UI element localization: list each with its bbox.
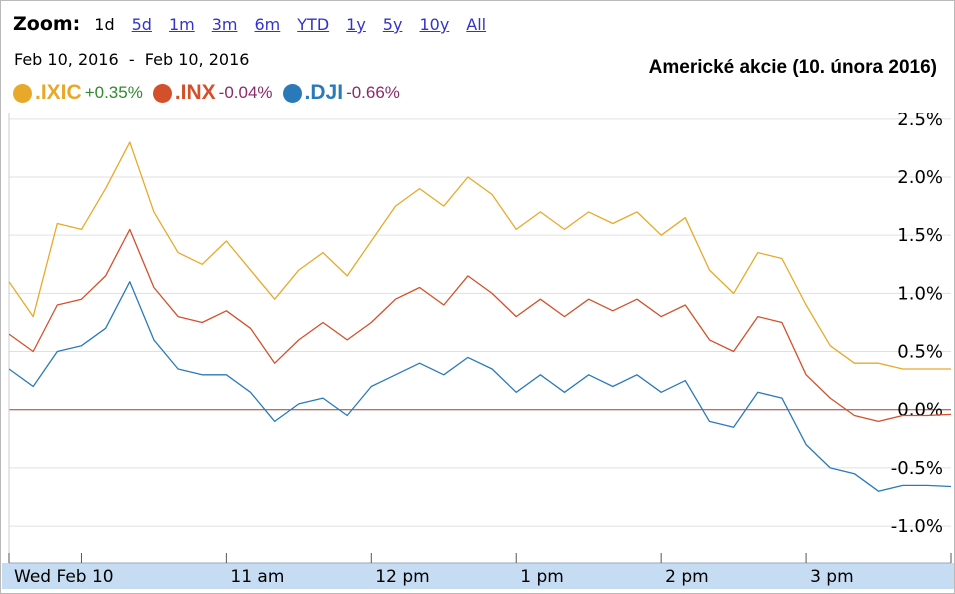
zoom-option-1d[interactable]: 1d [94, 15, 115, 34]
x-tick-label: 2 pm [665, 567, 709, 587]
series-line-inx [9, 228, 951, 423]
y-tick-label: 1.0% [897, 283, 943, 304]
legend-change-inx: -0.04% [218, 83, 273, 102]
chart-title: Americké akcie (10. února 2016) [648, 57, 937, 78]
dji-dot-icon [282, 83, 302, 103]
y-tick-label: -1.0% [891, 516, 943, 537]
inx-dot-icon [152, 83, 172, 103]
y-tick-label: 0.5% [897, 342, 943, 363]
zoom-option-1m[interactable]: 1m [168, 15, 195, 34]
legend-name-dji: .DJI [304, 81, 344, 104]
zoom-option-all[interactable]: All [466, 15, 487, 34]
zoom-option-10y[interactable]: 10y [419, 15, 450, 34]
y-tick-label: 2.0% [897, 167, 943, 188]
x-axis-bar [2, 563, 954, 589]
legend-item-dji[interactable]: .DJI -0.66% [282, 81, 400, 105]
legend-item-inx[interactable]: .INX -0.04% [152, 81, 273, 105]
x-tick-label: 3 pm [810, 567, 854, 587]
zoom-option-6m[interactable]: 6m [254, 15, 281, 34]
x-tick-label: 1 pm [520, 567, 564, 587]
zoom-option-3m[interactable]: 3m [211, 15, 238, 34]
zoom-bar: Zoom: 1d 5d 1m 3m 6m YTD 1y 5y 10y All [13, 13, 503, 37]
zoom-label: Zoom: [13, 13, 81, 35]
x-tick-label: 11 am [230, 567, 284, 587]
y-tick-label: 2.5% [897, 109, 943, 130]
ixic-dot-icon [13, 83, 32, 103]
zoom-option-5y[interactable]: 5y [382, 15, 403, 34]
y-tick-label: 0.0% [897, 400, 943, 421]
legend-change-dji: -0.66% [346, 83, 400, 102]
legend: .IXIC +0.35% .INX -0.04% .DJI -0.66% [13, 81, 410, 105]
x-tick-label: 12 pm [375, 567, 429, 587]
x-tick-label: Wed Feb 10 [14, 567, 114, 587]
series-line-dji [9, 281, 951, 492]
series-line-ixic [9, 141, 951, 370]
zoom-option-5d[interactable]: 5d [131, 15, 152, 34]
y-tick-label: -0.5% [891, 458, 943, 479]
zoom-option-ytd[interactable]: YTD [297, 15, 330, 34]
legend-item-ixic[interactable]: .IXIC +0.35% [13, 81, 143, 105]
zoom-option-1y[interactable]: 1y [346, 15, 366, 34]
legend-name-inx: .INX [174, 81, 216, 104]
legend-change-ixic: +0.35% [84, 83, 143, 102]
date-range: Feb 10, 2016 - Feb 10, 2016 [14, 50, 250, 69]
legend-name-ixic: .IXIC [35, 81, 82, 104]
y-tick-label: 1.5% [897, 225, 943, 246]
